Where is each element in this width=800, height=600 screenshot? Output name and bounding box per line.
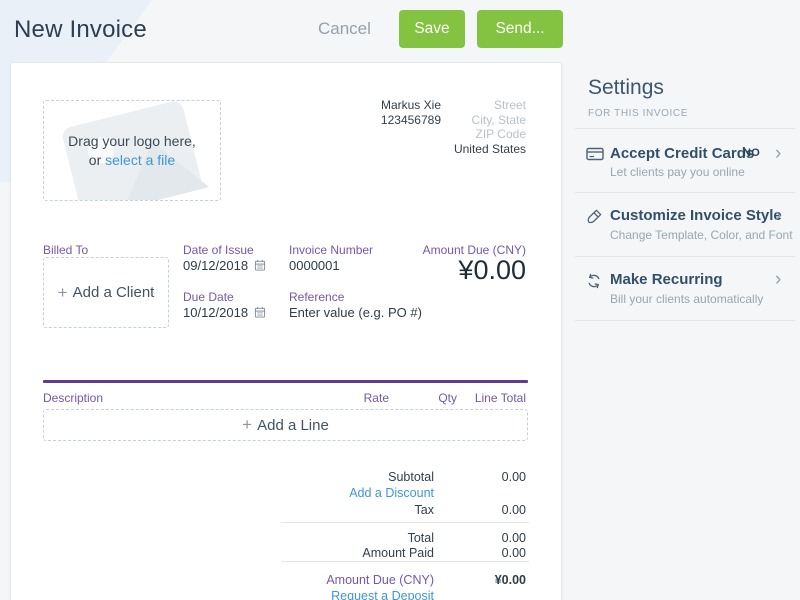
- subtotal-value: 0.00: [501, 470, 526, 484]
- add-discount-link[interactable]: Add a Discount: [349, 486, 434, 500]
- logo-drop-or: or: [88, 151, 106, 168]
- invoice-card: Drag your logo here, or select a file Ma…: [10, 62, 562, 600]
- send-button[interactable]: Send...: [477, 10, 563, 48]
- chevron-right-icon[interactable]: ›: [775, 269, 782, 290]
- invoice-number-value[interactable]: 0000001: [289, 258, 340, 273]
- total-label: Total: [407, 531, 434, 545]
- sidebar-divider: [575, 320, 795, 321]
- sidebar-divider: [575, 128, 795, 129]
- business-identity[interactable]: Markus Xie 123456789: [381, 98, 441, 127]
- request-deposit-link[interactable]: Request a Deposit: [331, 589, 434, 600]
- address-street-placeholder: Street: [493, 98, 526, 112]
- address-city-placeholder: City, State: [471, 112, 526, 127]
- select-file-link[interactable]: select a file: [105, 151, 176, 168]
- due-date-label: Due Date: [183, 290, 234, 304]
- address-country: United States: [453, 141, 526, 156]
- table-accent-rule: [43, 380, 528, 383]
- due-date-field[interactable]: 10/12/2018: [183, 305, 266, 320]
- save-button[interactable]: Save: [399, 10, 465, 48]
- date-of-issue-label: Date of Issue: [183, 243, 254, 257]
- logo-drop-text2: or select a file: [89, 151, 175, 170]
- add-line-label: Add a Line: [257, 416, 329, 434]
- column-header-rate: Rate: [363, 391, 389, 405]
- amount-paid-label: Amount Paid: [362, 546, 434, 560]
- credit-cards-status-badge: NO: [743, 147, 761, 159]
- chevron-right-icon[interactable]: ›: [775, 205, 782, 226]
- settings-item-sub: Change Template, Color, and Font: [610, 228, 793, 242]
- billed-to-label: Billed To: [43, 243, 89, 257]
- plus-icon: +: [242, 415, 253, 434]
- logo-dropzone[interactable]: Drag your logo here, or select a file: [43, 100, 221, 201]
- add-line-button[interactable]: + Add a Line: [43, 409, 528, 441]
- amount-due-label: Amount Due (CNY): [326, 573, 434, 587]
- settings-item-sub: Bill your clients automatically: [610, 292, 764, 306]
- date-of-issue-value: 09/12/2018: [183, 258, 249, 273]
- settings-title: Settings: [588, 76, 664, 99]
- column-header-line-total: Line Total: [474, 391, 526, 405]
- total-value: 0.00: [501, 531, 526, 545]
- calendar-icon: [254, 259, 265, 271]
- page-title: New Invoice: [14, 16, 147, 43]
- reference-input[interactable]: Enter value (e.g. PO #): [289, 305, 422, 320]
- amount-due-header-value: ¥0.00: [458, 255, 526, 285]
- settings-subtitle: FOR THIS INVOICE: [588, 108, 688, 119]
- invoice-number-label: Invoice Number: [289, 243, 374, 257]
- address-zip-placeholder: ZIP Code: [475, 127, 526, 141]
- paintbrush-icon: [586, 208, 603, 230]
- image-placeholder-icon: [62, 101, 210, 200]
- add-client-button[interactable]: + Add a Client: [43, 257, 169, 328]
- due-date-value: 10/12/2018: [183, 305, 249, 320]
- settings-item-make-recurring[interactable]: Make Recurring: [610, 271, 723, 288]
- settings-item-accept-credit-cards[interactable]: Accept Credit Cards: [610, 145, 755, 162]
- business-phone: 123456789: [380, 112, 441, 127]
- add-client-label: Add a Client: [72, 284, 155, 301]
- subtotal-label: Subtotal: [388, 470, 434, 484]
- settings-item-sub: Let clients pay you online: [610, 165, 745, 179]
- amount-due-value: ¥0.00: [494, 573, 526, 587]
- tax-value: 0.00: [501, 503, 526, 517]
- plus-icon: +: [57, 282, 68, 302]
- sidebar-divider: [575, 256, 795, 257]
- logo-drop-text: Drag your logo here,: [68, 132, 196, 149]
- column-header-description: Description: [43, 391, 104, 405]
- date-of-issue-field[interactable]: 09/12/2018: [183, 258, 266, 273]
- tax-label: Tax: [414, 503, 434, 517]
- totals-divider: [281, 561, 529, 562]
- totals-divider: [281, 522, 529, 523]
- settings-item-customize-style[interactable]: Customize Invoice Style: [610, 207, 782, 224]
- reference-label: Reference: [289, 290, 345, 304]
- credit-card-icon: [586, 147, 604, 166]
- recurring-icon: [586, 273, 602, 294]
- sidebar-divider: [575, 192, 795, 193]
- business-name: Markus Xie: [380, 98, 441, 112]
- calendar-icon: [254, 306, 265, 318]
- chevron-right-icon[interactable]: ›: [775, 143, 782, 164]
- business-address[interactable]: Street City, State ZIP Code United State…: [454, 98, 526, 156]
- amount-due-header-label: Amount Due (CNY): [422, 243, 526, 257]
- cancel-button[interactable]: Cancel: [318, 19, 371, 38]
- amount-paid-value: 0.00: [501, 546, 526, 560]
- column-header-qty: Qty: [438, 391, 457, 405]
